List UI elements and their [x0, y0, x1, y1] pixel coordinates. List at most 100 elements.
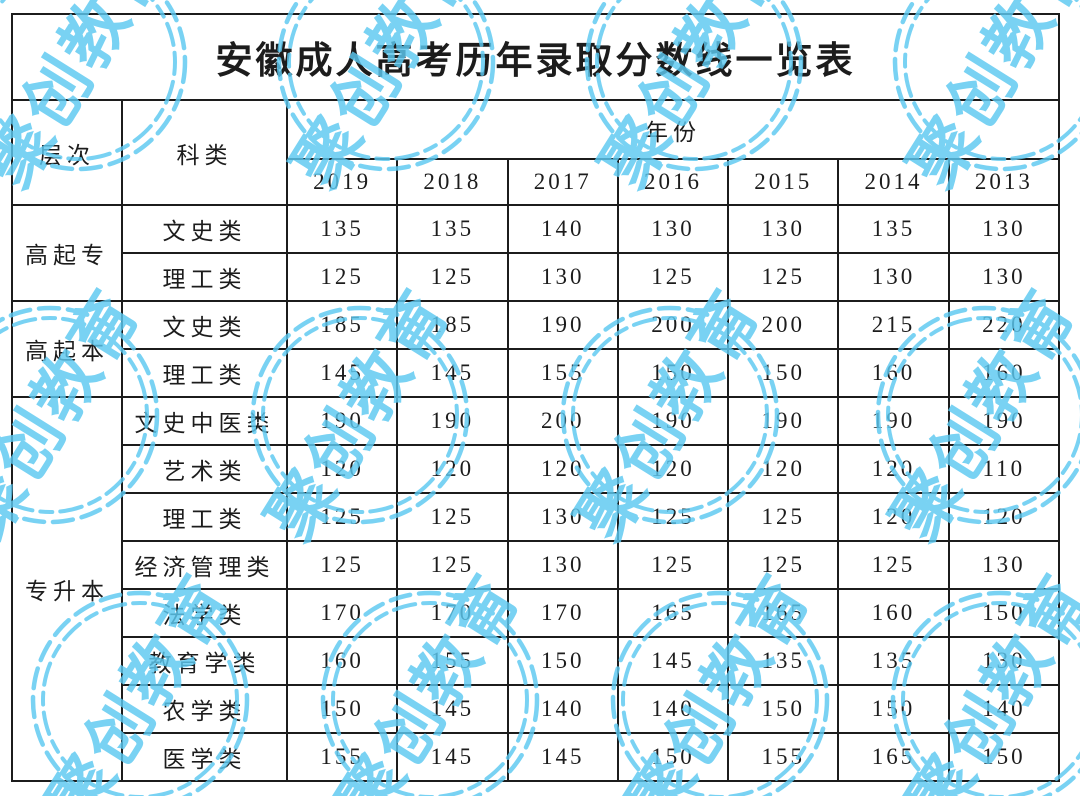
score-cell: 120	[947, 492, 1061, 542]
year-header: 2013	[947, 158, 1061, 206]
score-cell: 125	[727, 540, 840, 590]
score-cell: 155	[396, 636, 509, 686]
table-row: 高起专 文史类 135 135 140 130 130 135 130	[11, 204, 1061, 302]
score-cell: 155	[285, 732, 399, 782]
score-cell: 125	[285, 492, 399, 542]
score-cell: 190	[947, 396, 1061, 446]
score-cell: 160	[837, 588, 950, 638]
table-row: 教育学类 160 155 150 145 135 135 130	[12, 636, 1061, 686]
score-cell: 125	[616, 252, 730, 302]
level-cell: 高起专	[11, 204, 123, 302]
score-cell: 160	[947, 348, 1061, 398]
table-row: 经济管理类 125 125 130 125 125 125 130	[12, 540, 1061, 590]
year-header: 2016	[616, 158, 730, 206]
score-cell: 120	[837, 444, 950, 494]
table-row: 法学类 170 170 170 165 165 160 150	[12, 588, 1061, 638]
score-cell: 130	[506, 252, 619, 302]
score-cell: 145	[396, 684, 509, 734]
score-cell: 140	[616, 684, 730, 734]
score-cell: 170	[285, 588, 399, 638]
category-cell: 文史中医类	[121, 396, 288, 446]
score-cell: 185	[396, 300, 509, 350]
score-cell: 185	[285, 300, 399, 350]
score-cell: 125	[727, 492, 840, 542]
score-cell: 135	[837, 204, 950, 254]
title-row: 安徽成人高考历年录取分数线一览表	[11, 13, 1060, 101]
score-cell: 125	[396, 492, 509, 542]
table-row: 理工类 125 125 130 125 125 130 130	[12, 252, 1061, 302]
score-cell: 125	[616, 540, 730, 590]
score-cell: 145	[285, 348, 399, 398]
score-cell: 155	[727, 732, 840, 782]
score-cell: 125	[616, 492, 730, 542]
score-cell: 190	[285, 396, 399, 446]
table-row: 医学类 155 145 145 150 155 165 150	[12, 732, 1061, 782]
score-cell: 120	[506, 444, 619, 494]
score-cell: 150	[616, 732, 730, 782]
score-cell: 130	[506, 540, 619, 590]
table-row: 理工类 145 145 155 150 150 160 160	[12, 348, 1061, 398]
category-cell: 医学类	[121, 732, 288, 782]
score-cell: 150	[727, 348, 840, 398]
score-cell: 150	[947, 732, 1061, 782]
score-cell: 150	[285, 684, 399, 734]
category-cell: 文史类	[121, 204, 288, 254]
level-cell: 高起本	[11, 300, 123, 398]
score-cell: 130	[837, 252, 950, 302]
score-cell: 165	[616, 588, 730, 638]
score-cell: 170	[506, 588, 619, 638]
score-cell: 145	[506, 732, 619, 782]
score-cell: 125	[727, 252, 840, 302]
table-title: 安徽成人高考历年录取分数线一览表	[11, 13, 1060, 101]
header-row-top: 层次 科类 年份	[11, 99, 1060, 206]
score-cell: 215	[837, 300, 950, 350]
year-header: 2014	[837, 158, 950, 206]
score-cell: 200	[727, 300, 840, 350]
table-row: 专升本 文史中医类 190 190 200 190 190 190 190	[11, 396, 1061, 782]
year-header: 2015	[727, 158, 840, 206]
score-cell: 140	[947, 684, 1061, 734]
score-cell: 125	[285, 540, 399, 590]
score-cell: 130	[947, 204, 1061, 254]
score-cell: 150	[616, 348, 730, 398]
score-cell: 130	[947, 636, 1061, 686]
score-cell: 190	[506, 300, 619, 350]
score-cell: 190	[396, 396, 509, 446]
score-cell: 200	[506, 396, 619, 446]
year-header: 2018	[396, 158, 509, 206]
score-cell: 120	[616, 444, 730, 494]
score-cell: 120	[285, 444, 399, 494]
category-cell: 法学类	[121, 588, 288, 638]
header-year-group: 年份	[286, 99, 1060, 160]
score-cell: 125	[396, 252, 509, 302]
score-cell: 220	[947, 300, 1061, 350]
admission-score-table: 安徽成人高考历年录取分数线一览表 层次 科类 年份 2019 2018 2017 20…	[11, 13, 1061, 782]
score-cell: 150	[727, 684, 840, 734]
category-cell: 艺术类	[121, 444, 288, 494]
score-cell: 130	[727, 204, 840, 254]
score-cell: 120	[396, 444, 509, 494]
score-cell: 150	[506, 636, 619, 686]
category-cell: 文史类	[121, 300, 288, 350]
category-cell: 理工类	[121, 252, 288, 302]
table-row: 理工类 125 125 130 125 125 120 120	[12, 492, 1061, 542]
score-cell: 155	[506, 348, 619, 398]
score-cell: 125	[396, 540, 509, 590]
score-cell: 165	[837, 732, 950, 782]
header-level: 层次	[11, 99, 123, 206]
category-cell: 经济管理类	[121, 540, 288, 590]
score-cell: 130	[947, 540, 1061, 590]
score-cell: 160	[837, 348, 950, 398]
score-cell: 135	[285, 204, 399, 254]
score-cell: 145	[616, 636, 730, 686]
score-cell: 190	[616, 396, 730, 446]
category-cell: 农学类	[121, 684, 288, 734]
score-cell: 165	[727, 588, 840, 638]
score-cell: 120	[727, 444, 840, 494]
table-row: 艺术类 120 120 120 120 120 120 110	[12, 444, 1061, 494]
score-cell: 130	[616, 204, 730, 254]
score-cell: 120	[837, 492, 950, 542]
score-cell: 160	[285, 636, 399, 686]
score-cell: 125	[285, 252, 399, 302]
